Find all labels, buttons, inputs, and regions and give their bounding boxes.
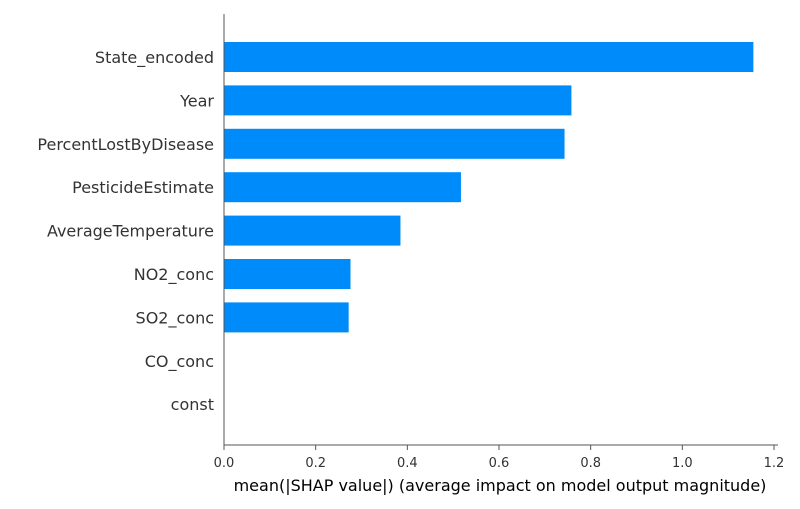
bar-percentlostbydisease [224,128,565,159]
bar-no2-conc [224,259,351,289]
x-tick-label: 0.0 [214,456,235,471]
bar-state-encoded [224,42,754,72]
x-tick-label: 1.0 [672,456,693,471]
x-tick-label: 0.2 [305,456,326,471]
bars-group [224,42,754,333]
category-label: AverageTemperature [47,222,214,241]
bar-averagetemperature [224,215,401,246]
x-tick-label: 1.2 [764,456,785,471]
bar-pesticideestimate [224,172,461,203]
category-label: NO2_conc [134,265,214,285]
category-label: SO2_conc [136,308,214,328]
category-labels: State_encoded Year PercentLostByDisease Pes… [37,48,214,414]
x-tick-label: 0.4 [397,456,418,471]
category-label: const [171,395,214,414]
category-label: State_encoded [95,48,214,68]
x-axis-ticks: 0.0 0.2 0.4 0.6 0.8 1.0 1.2 [214,445,785,471]
category-label: PesticideEstimate [72,178,214,197]
x-tick-label: 0.6 [489,456,510,471]
x-tick-label: 0.8 [580,456,601,471]
bar-so2-conc [224,302,349,333]
category-label: CO_conc [145,352,214,372]
category-label: PercentLostByDisease [37,135,214,154]
bar-year [224,85,572,116]
category-label: Year [179,91,214,110]
x-axis-label: mean(|SHAP value|) (average impact on mo… [234,476,767,495]
